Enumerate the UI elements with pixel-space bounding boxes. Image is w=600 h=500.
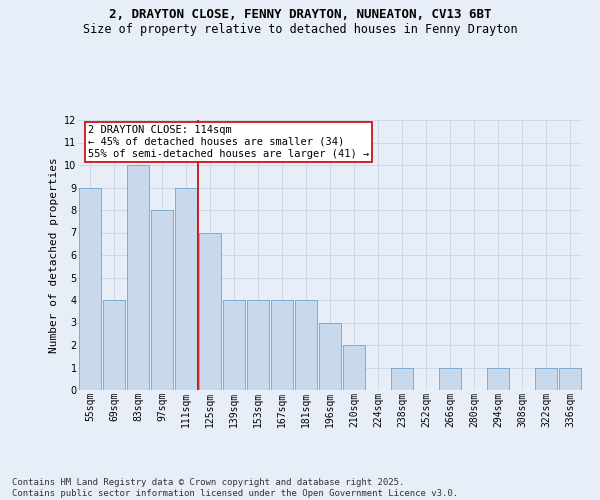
Text: 2 DRAYTON CLOSE: 114sqm
← 45% of detached houses are smaller (34)
55% of semi-de: 2 DRAYTON CLOSE: 114sqm ← 45% of detache… (88, 126, 370, 158)
Bar (343, 345, 365, 390)
Bar (487, 368, 509, 390)
Bar (295, 300, 317, 390)
Text: 2, DRAYTON CLOSE, FENNY DRAYTON, NUNEATON, CV13 6BT: 2, DRAYTON CLOSE, FENNY DRAYTON, NUNEATO… (109, 8, 491, 20)
Bar (223, 300, 245, 390)
Bar (439, 368, 461, 390)
Bar (175, 188, 197, 390)
Bar (103, 300, 125, 390)
Bar (271, 300, 293, 390)
Bar (151, 210, 173, 390)
Bar (199, 232, 221, 390)
Y-axis label: Number of detached properties: Number of detached properties (49, 157, 59, 353)
Text: Size of property relative to detached houses in Fenny Drayton: Size of property relative to detached ho… (83, 22, 517, 36)
Bar (535, 368, 557, 390)
Bar (127, 165, 149, 390)
Bar (247, 300, 269, 390)
Text: Contains HM Land Registry data © Crown copyright and database right 2025.
Contai: Contains HM Land Registry data © Crown c… (12, 478, 458, 498)
Bar (559, 368, 581, 390)
Bar (79, 188, 101, 390)
Bar (391, 368, 413, 390)
Bar (319, 322, 341, 390)
